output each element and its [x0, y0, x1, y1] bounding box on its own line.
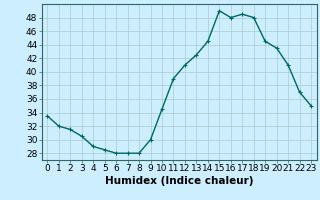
X-axis label: Humidex (Indice chaleur): Humidex (Indice chaleur)	[105, 176, 253, 186]
